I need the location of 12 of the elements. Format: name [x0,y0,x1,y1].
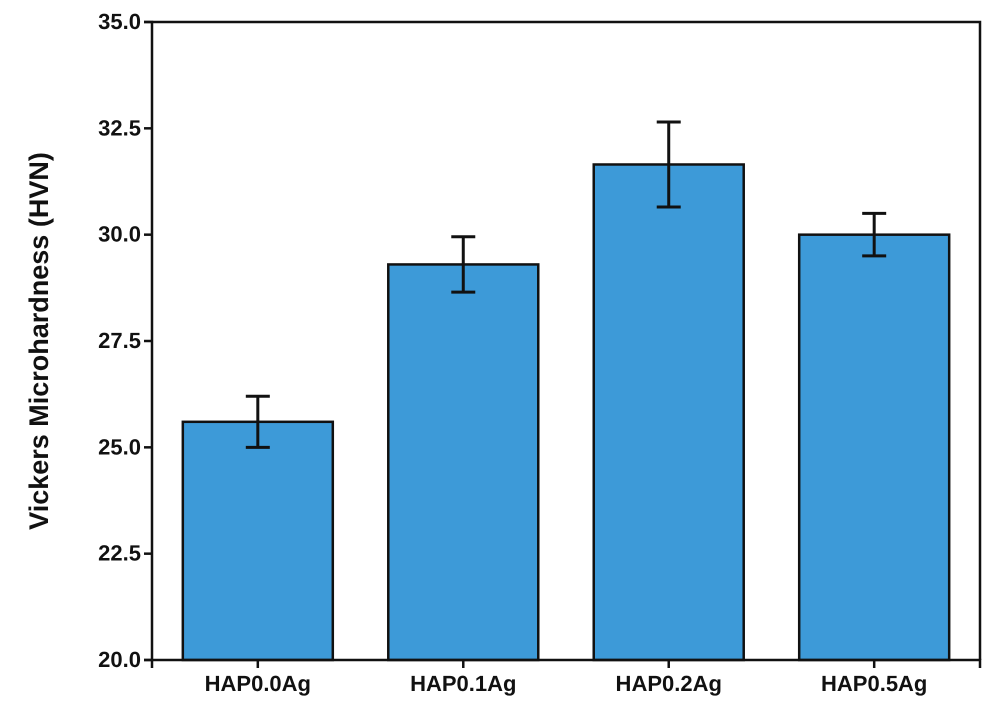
y-tick-label: 22.5 [98,540,141,566]
y-tick-label: 30.0 [98,222,141,247]
x-tick-label: HAP0.1Ag [410,670,516,696]
y-tick-label: 32.5 [98,115,141,140]
y-tick-label: 20.0 [98,647,141,672]
x-tick-label: HAP0.2Ag [616,670,722,696]
x-tick-label: HAP0.0Ag [204,670,311,696]
y-axis-title: Vickers Microhardness (HVN) [24,152,54,530]
y-tick-label: 35.0 [98,9,141,34]
y-tick-label: 25.0 [98,434,141,460]
x-tick-label: HAP0.5Ag [821,670,928,696]
y-tick-label: 27.5 [98,328,141,354]
